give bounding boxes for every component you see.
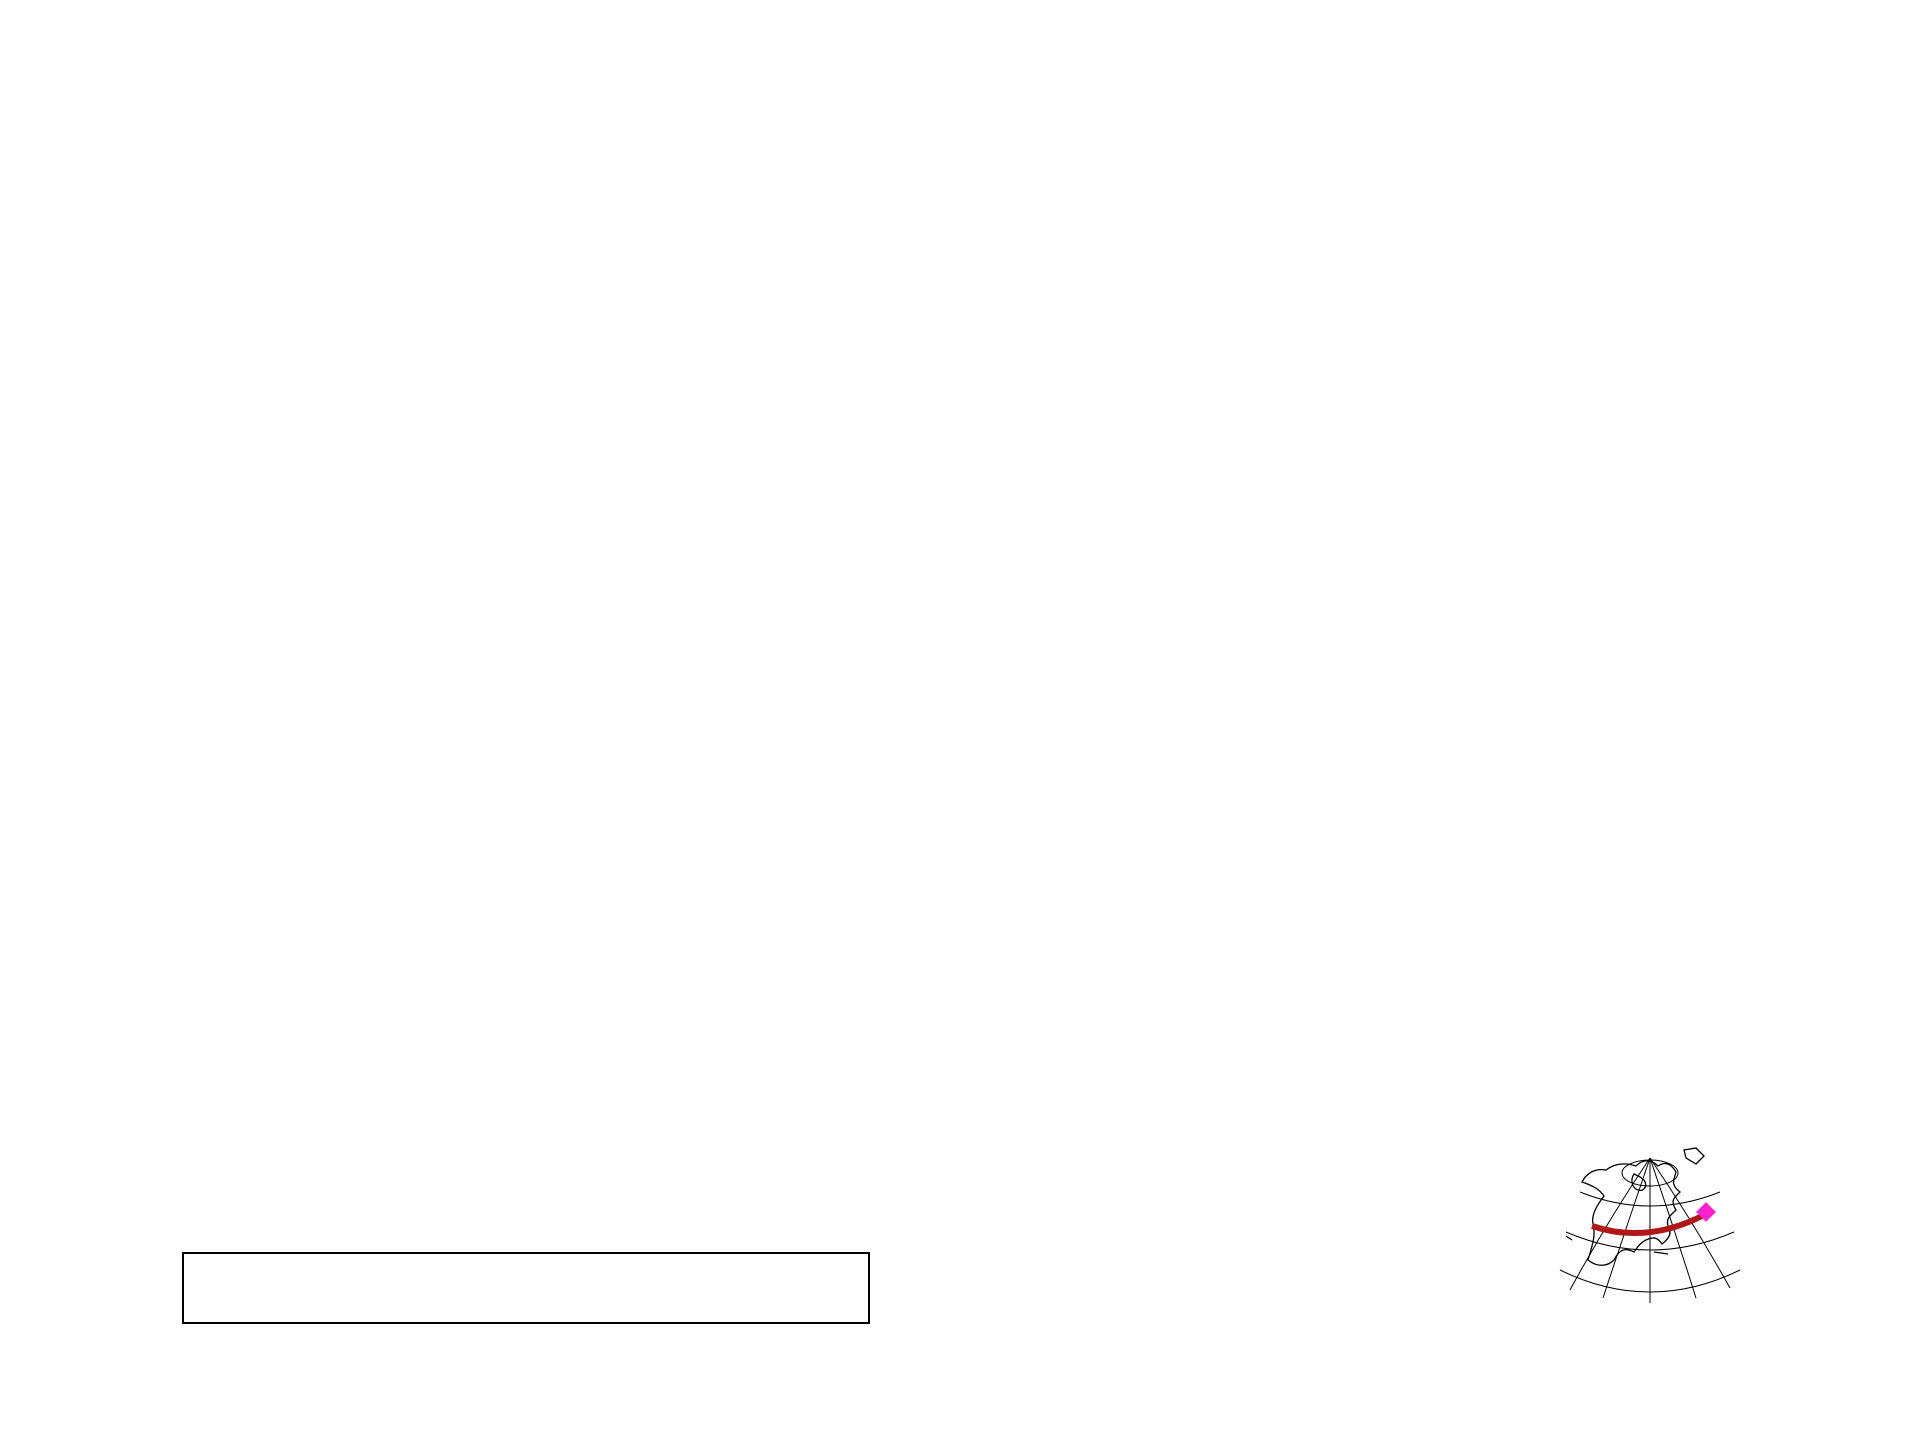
map-coastline	[1565, 1147, 1705, 1266]
map-graticule	[1559, 1157, 1741, 1303]
colorbar-over-range-arrow	[870, 1252, 958, 1324]
cross-section-plot	[288, 213, 1638, 1078]
track-end-marker	[1696, 1202, 1716, 1222]
cross-section-track	[1591, 1213, 1704, 1237]
colorbar-frame	[182, 1252, 870, 1324]
location-inset-map	[1559, 1147, 1741, 1303]
colorbar-under-range-arrow	[96, 1252, 184, 1324]
